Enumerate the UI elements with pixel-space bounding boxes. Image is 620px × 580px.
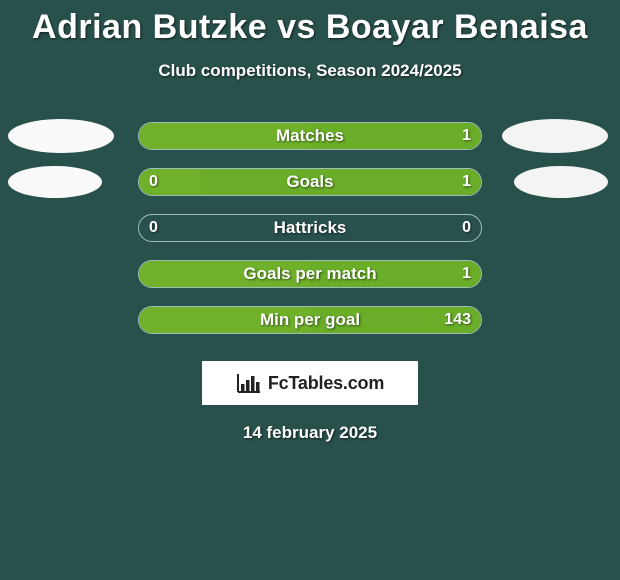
stat-row: 01Goals — [0, 159, 620, 205]
stat-bar: 1Goals per match — [138, 260, 482, 288]
subtitle: Club competitions, Season 2024/2025 — [0, 61, 620, 81]
page-title: Adrian Butzke vs Boayar Benaisa — [0, 0, 620, 47]
stat-row: 1Goals per match — [0, 251, 620, 297]
team-right-ellipse — [514, 166, 608, 198]
date-label: 14 february 2025 — [0, 423, 620, 443]
bar-chart-icon — [236, 372, 262, 394]
team-left-ellipse — [8, 166, 102, 198]
logo-text: FcTables.com — [268, 373, 384, 394]
stat-label: Goals — [139, 169, 481, 195]
stat-row: 00Hattricks — [0, 205, 620, 251]
team-right-ellipse — [502, 119, 608, 153]
stat-bar: 00Hattricks — [138, 214, 482, 242]
team-left-ellipse — [8, 119, 114, 153]
comparison-card: Adrian Butzke vs Boayar Benaisa Club com… — [0, 0, 620, 580]
stat-label: Min per goal — [139, 307, 481, 333]
stat-label: Hattricks — [139, 215, 481, 241]
stat-label: Matches — [139, 123, 481, 149]
stats-stage: 1Matches 01Goals 00Hattricks 1Goals per mat… — [0, 113, 620, 343]
stat-bar: 01Goals — [138, 168, 482, 196]
stat-label: Goals per match — [139, 261, 481, 287]
stat-row: 1Matches — [0, 113, 620, 159]
stat-bar: 143Min per goal — [138, 306, 482, 334]
stat-bar: 1Matches — [138, 122, 482, 150]
stat-row: 143Min per goal — [0, 297, 620, 343]
logo-panel[interactable]: FcTables.com — [202, 361, 418, 405]
